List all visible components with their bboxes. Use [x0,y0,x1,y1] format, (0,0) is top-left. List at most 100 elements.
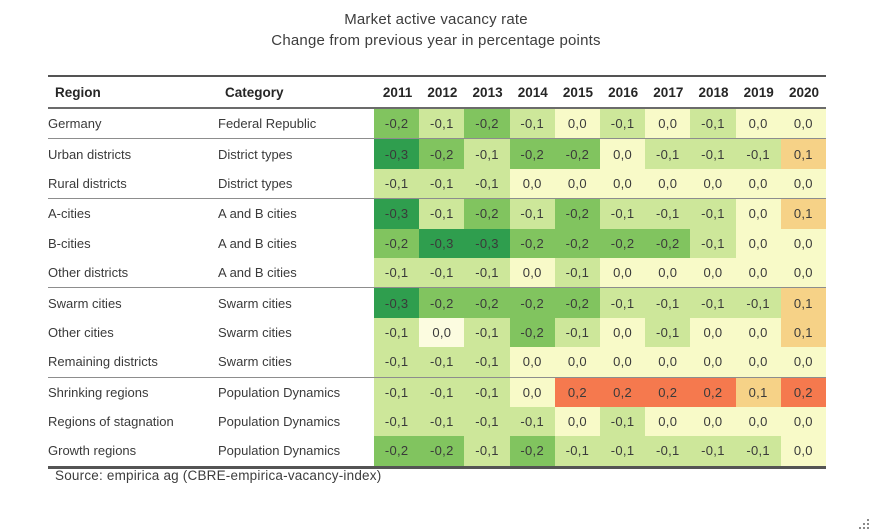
category-cell: A and B cities [218,257,375,288]
value-cell: 0,0 [645,108,691,139]
source-caption: Source: empirica ag (CBRE-empirica-vacan… [55,468,382,483]
value-cell: -0,2 [374,108,420,139]
value-cell: 0,0 [690,168,736,199]
value-cell: -0,1 [690,108,736,139]
value-cell: 0,1 [780,287,826,318]
table-row: B-cities A and B cities -0,2 -0,3 -0,3 -0,2 -0… [48,228,826,258]
value-cell: 0,0 [735,406,781,437]
table-row: A-cities A and B cities -0,3 -0,1 -0,2 -0,1 -0… [48,198,826,229]
region-cell: Remaining districts [48,347,219,378]
value-cell: 0,0 [554,168,600,199]
column-header-year-2018: 2018 [698,84,729,100]
table-header-row: Region Category 2011 2012 2013 2014 2015 2016… [48,76,826,108]
value-cell: -0,1 [419,108,465,139]
value-cell: 0,1 [780,138,826,169]
column-header-year-2015: 2015 [562,84,593,100]
value-cell: -0,2 [464,287,510,318]
value-cell: 0,0 [780,257,826,288]
value-cell: 0,0 [690,317,736,348]
value-cell: -0,1 [374,168,420,199]
value-cell: -0,2 [509,436,555,468]
value-cell: -0,1 [690,228,736,258]
value-cell: 0,0 [780,406,826,437]
region-cell: Germany [48,108,219,139]
value-cell: 0,0 [780,436,826,468]
value-cell: -0,1 [419,377,465,407]
column-header-year-2014: 2014 [517,84,548,100]
region-cell: Other districts [48,257,219,288]
value-cell: -0,2 [645,228,691,258]
window-resize-grip-icon[interactable] [856,516,870,530]
table-row: Rural districts District types -0,1 -0,1 -0,… [48,168,826,199]
value-cell: 0,0 [419,317,465,348]
column-header-region: Region [55,84,101,100]
value-cell: 0,0 [599,138,646,169]
table-row: Regions of stagnation Population Dynamics… [48,406,826,437]
value-cell: 0,0 [780,228,826,258]
region-cell: Rural districts [48,168,219,199]
category-cell: Population Dynamics [218,377,375,407]
value-cell: 0,0 [735,317,781,348]
column-header-year-2020: 2020 [788,84,819,100]
value-cell: 0,0 [599,317,646,348]
value-cell: 0,2 [645,377,691,407]
value-cell: 0,1 [780,317,826,348]
value-cell: -0,2 [419,436,465,468]
value-cell: -0,1 [599,198,646,229]
table-row: Germany Federal Republic -0,2 -0,1 -0,2 -0,1 0… [48,108,826,139]
value-cell: -0,3 [374,287,420,318]
value-cell: 0,2 [690,377,736,407]
table-row: Urban districts District types -0,3 -0,2 -0,… [48,138,826,169]
value-cell: 0,0 [599,347,646,378]
value-cell: -0,1 [735,287,781,318]
value-cell: -0,2 [509,228,555,258]
category-cell: Swarm cities [218,317,375,348]
category-cell: Population Dynamics [218,436,375,468]
value-cell: -0,1 [464,436,510,468]
region-cell: Growth regions [48,436,219,468]
column-header-year-2019: 2019 [743,84,774,100]
table-row: Growth regions Population Dynamics -0,2 -0,… [48,436,826,468]
category-cell: Swarm cities [218,347,375,378]
value-cell: -0,1 [509,198,555,229]
value-cell: -0,1 [374,377,420,407]
region-cell: Urban districts [48,138,219,169]
value-cell: 0,0 [554,406,600,437]
value-cell: -0,1 [419,347,465,378]
value-cell: -0,3 [374,198,420,229]
value-cell: 0,0 [645,257,691,288]
value-cell: -0,3 [464,228,510,258]
value-cell: -0,1 [509,108,555,139]
column-header-year-2013: 2013 [472,84,503,100]
value-cell: -0,1 [509,406,555,437]
value-cell: 0,0 [735,198,781,229]
value-cell: -0,1 [599,436,646,468]
value-cell: -0,2 [554,228,600,258]
column-header-year-2016: 2016 [608,84,639,100]
value-cell: -0,1 [599,406,646,437]
value-cell: -0,2 [374,228,420,258]
value-cell: 0,0 [735,168,781,199]
table-row: Remaining districts Swarm cities -0,1 -0,1-… [48,347,826,378]
column-header-year-2011: 2011 [382,84,413,100]
value-cell: -0,1 [374,406,420,437]
value-cell: 0,1 [780,198,826,229]
table-row: Shrinking regions Population Dynamics -0,1… [48,377,826,407]
value-cell: -0,1 [599,287,646,318]
value-cell: 0,2 [780,377,826,407]
category-cell: Federal Republic [218,108,375,139]
value-cell: -0,2 [509,138,555,169]
value-cell: 0,0 [554,108,600,139]
region-cell: Regions of stagnation [48,406,219,437]
value-cell: -0,2 [374,436,420,468]
value-cell: -0,1 [735,138,781,169]
value-cell: -0,1 [464,257,510,288]
value-cell: -0,2 [509,287,555,318]
value-cell: -0,1 [419,406,465,437]
value-cell: 0,0 [509,257,555,288]
value-cell: -0,2 [464,108,510,139]
value-cell: -0,1 [554,436,600,468]
value-cell: 0,1 [735,377,781,407]
value-cell: -0,1 [554,257,600,288]
category-cell: Swarm cities [218,287,375,318]
